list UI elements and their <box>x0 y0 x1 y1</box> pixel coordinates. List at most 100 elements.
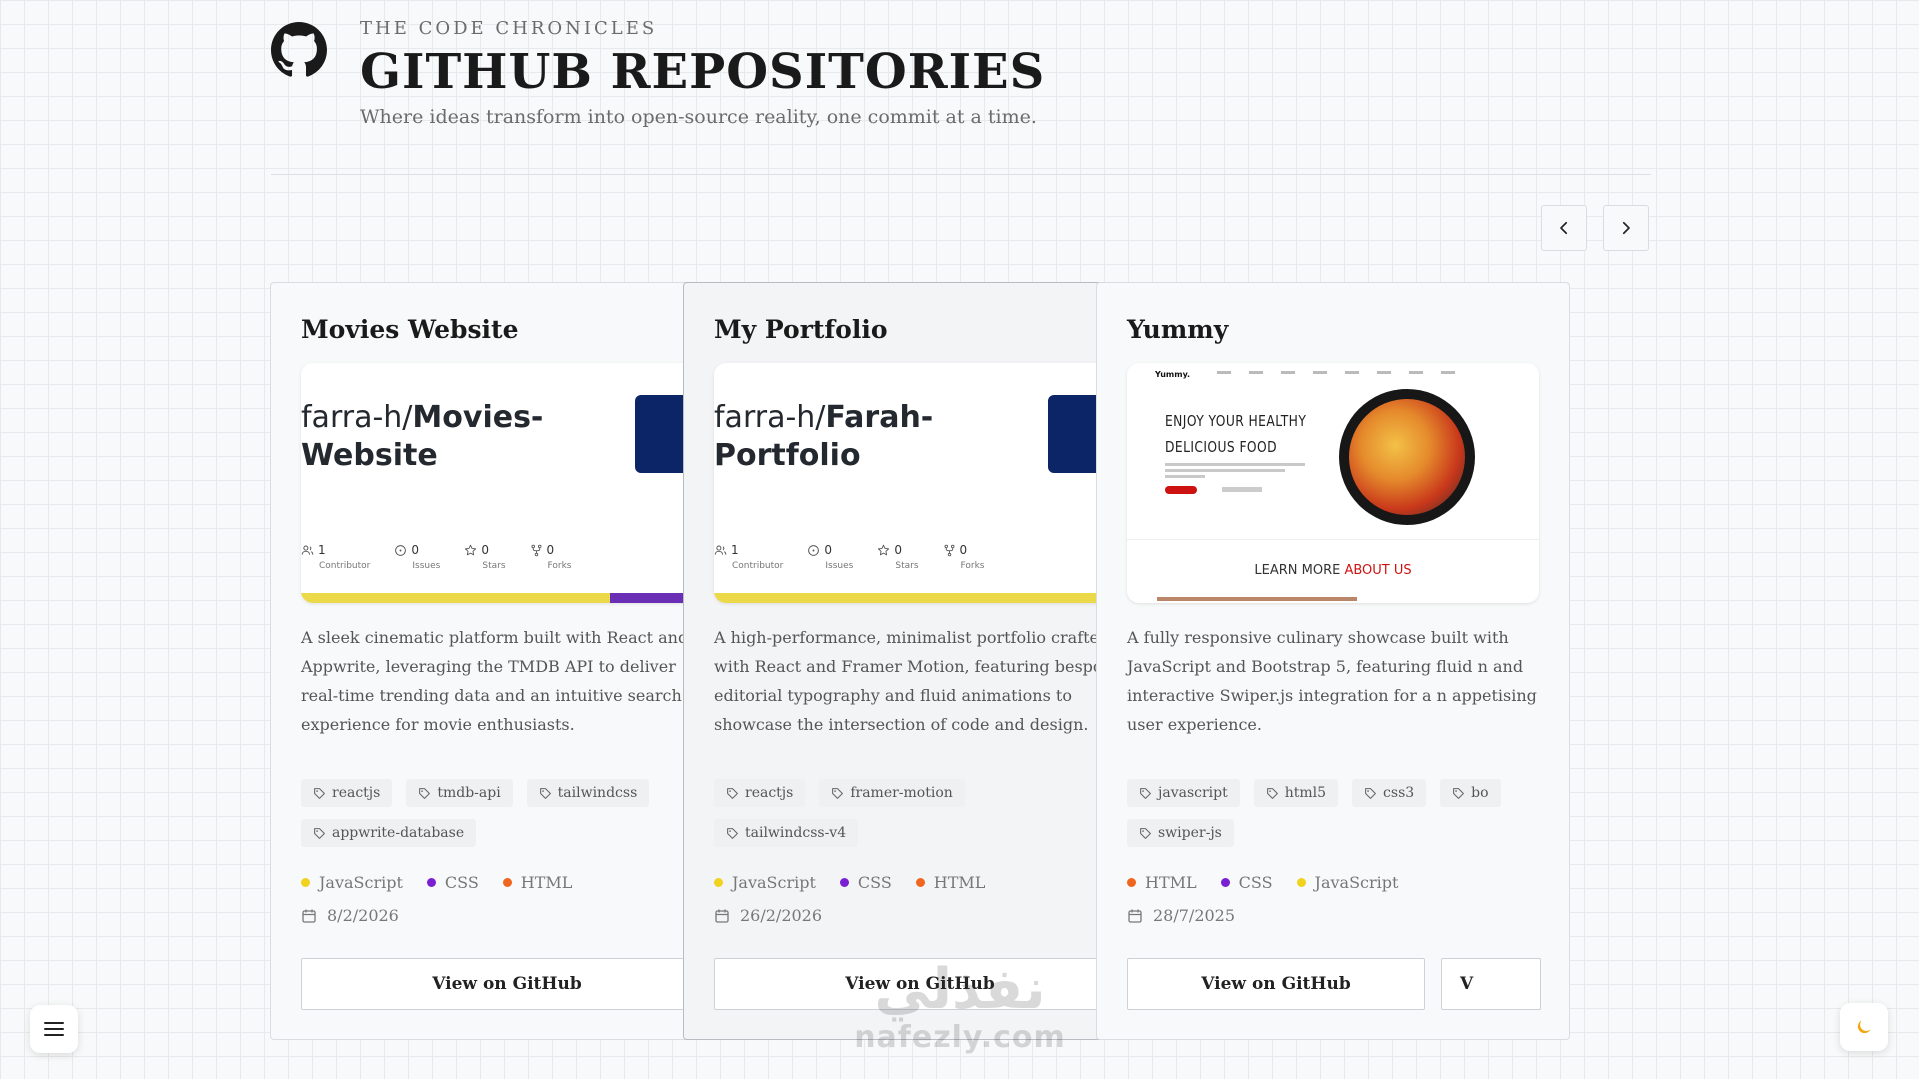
tag-icon <box>314 827 325 839</box>
github-logo-icon <box>271 22 327 77</box>
hamburger-menu-icon <box>44 1022 64 1036</box>
repo-tag[interactable]: html5 <box>1253 779 1339 807</box>
moon-icon <box>1857 1020 1871 1034</box>
preview-food-image <box>1349 399 1465 515</box>
tag-icon <box>1266 787 1278 799</box>
repo-preview-name: farra-h/Movies- Website <box>301 400 544 473</box>
repo-stats: 1 Contributor 0 Issues 0 Stars 0 Forks <box>301 543 595 571</box>
stat-stars: 0 Stars <box>464 543 506 571</box>
repo-carousel: Movies Website farra-h/Movies- Website 1 … <box>270 282 1651 1042</box>
language-item: HTML <box>1127 873 1197 892</box>
menu-button[interactable] <box>30 1005 78 1053</box>
repo-tag[interactable]: tailwindcss-v4 <box>714 819 859 847</box>
carousel-next-button[interactable] <box>1603 205 1649 251</box>
repo-languages: JavaScript CSS HTML <box>714 873 1009 892</box>
people-icon <box>301 545 314 555</box>
header-divider <box>271 174 1651 175</box>
stat-issues: 0 Issues <box>807 543 853 571</box>
language-dot <box>714 878 723 887</box>
tag-icon <box>419 787 431 799</box>
website-screenshot: Yummy. ENJOY YOUR HEALTHY DELICIOUS FOOD … <box>1127 363 1539 603</box>
language-item: JavaScript <box>714 873 816 892</box>
language-bar-segment <box>610 593 713 603</box>
language-item: JavaScript <box>301 873 403 892</box>
stat-forks: 0 Forks <box>530 543 571 571</box>
star-icon <box>878 544 890 555</box>
language-dot <box>1127 878 1136 887</box>
calendar-icon <box>1128 909 1142 923</box>
carousel-prev-button[interactable] <box>1541 205 1587 251</box>
repo-preview-image[interactable]: farra-h/Farah- Portfolio 1 Contributor 0 … <box>714 363 1126 603</box>
tag-icon <box>1365 787 1376 799</box>
view-on-github-button[interactable]: View on GitHub <box>1127 958 1425 1010</box>
stat-forks: 0 Forks <box>943 543 984 571</box>
repo-preview-image[interactable]: Yummy. ENJOY YOUR HEALTHY DELICIOUS FOOD … <box>1127 363 1539 603</box>
preview-headline: ENJOY YOUR HEALTHY DELICIOUS FOOD <box>1165 412 1307 456</box>
preview-brand: Yummy. <box>1155 370 1191 379</box>
repo-description: A fully responsive culinary showcase bui… <box>1127 628 1537 734</box>
repo-tag[interactable]: appwrite-database <box>301 819 477 847</box>
repo-tag[interactable]: css3 <box>1352 779 1427 807</box>
repo-tag[interactable]: swiper-js <box>1127 819 1234 847</box>
tag-icon <box>1140 827 1151 839</box>
preview-learn-more: LEARN MORE ABOUT US <box>1254 563 1412 578</box>
repo-tag[interactable]: framer-motion <box>819 779 965 807</box>
language-dot <box>839 878 849 887</box>
stat-stars: 0 Stars <box>877 543 919 571</box>
repo-description: A sleek cinematic platform built with Re… <box>301 628 689 734</box>
preview-text-lines <box>1165 463 1315 481</box>
language-dot <box>502 878 512 887</box>
language-bar <box>714 593 1126 603</box>
language-bar-segment <box>301 593 610 603</box>
stat-contributors: 1 Contributor <box>714 543 783 571</box>
repo-tag[interactable]: javascript <box>1127 779 1240 807</box>
repo-date: 28/7/2025 <box>1127 906 1235 925</box>
page-eyebrow: THE CODE CHRONICLES <box>360 18 658 39</box>
language-bar <box>301 593 713 603</box>
preview-navlinks <box>1217 371 1455 374</box>
language-item: HTML <box>915 873 985 892</box>
tag-icon <box>1453 787 1465 799</box>
repo-date: 26/2/2026 <box>714 906 822 925</box>
language-bar-segment <box>714 593 1126 603</box>
view-on-github-button[interactable]: View on GitHub <box>301 958 713 1010</box>
repo-date: 8/2/2026 <box>301 906 399 925</box>
repo-preview-name: farra-h/Farah- Portfolio <box>714 400 934 473</box>
repo-tag[interactable]: reactjs <box>301 779 393 807</box>
theme-toggle-button[interactable] <box>1840 1003 1888 1051</box>
language-dot <box>915 878 925 887</box>
view-on-github-button[interactable]: View on GitHub <box>714 958 1126 1010</box>
preview-cta <box>1165 486 1197 494</box>
language-item: CSS <box>426 873 479 892</box>
tag-icon <box>727 787 738 799</box>
star-icon <box>465 544 477 555</box>
language-item: CSS <box>839 873 892 892</box>
repo-card-title: My Portfolio <box>714 315 888 344</box>
stat-issues: 0 Issues <box>394 543 440 571</box>
chevron-left-icon <box>1560 221 1568 235</box>
language-dot <box>1220 878 1230 887</box>
repo-stats: 1 Contributor 0 Issues 0 Stars 0 Forks <box>714 543 1008 571</box>
repo-tags: javascript html5 css3 bo swiper-js <box>1127 779 1547 859</box>
language-dot <box>1296 878 1306 887</box>
repo-tag[interactable]: reactjs <box>714 779 806 807</box>
language-dot <box>426 878 436 887</box>
repo-tag[interactable]: tailwindcss <box>526 779 650 807</box>
repo-card: Movies Website farra-h/Movies- Website 1 … <box>270 282 744 1040</box>
page-title: GITHUB REPOSITORIES <box>360 44 1046 100</box>
repo-tag[interactable]: tmdb-api <box>406 779 513 807</box>
repo-description: A high-performance, minimalist portfolio… <box>714 628 1122 734</box>
repo-card: Yummy Yummy. ENJOY YOUR HEALTHY DELICIOUS… <box>1096 282 1570 1040</box>
live-demo-button[interactable]: V <box>1441 958 1541 1010</box>
fork-icon <box>531 544 542 556</box>
people-icon <box>714 545 727 555</box>
preview-watch-link <box>1222 487 1262 492</box>
repo-languages: HTML CSS JavaScript <box>1127 873 1422 892</box>
language-item: JavaScript <box>1296 873 1398 892</box>
repo-card-title: Movies Website <box>301 315 519 344</box>
issue-icon <box>808 544 820 556</box>
repo-languages: JavaScript CSS HTML <box>301 873 596 892</box>
repo-preview-image[interactable]: farra-h/Movies- Website 1 Contributor 0 I… <box>301 363 713 603</box>
repo-tag[interactable]: bo <box>1440 779 1501 807</box>
language-item: HTML <box>502 873 572 892</box>
